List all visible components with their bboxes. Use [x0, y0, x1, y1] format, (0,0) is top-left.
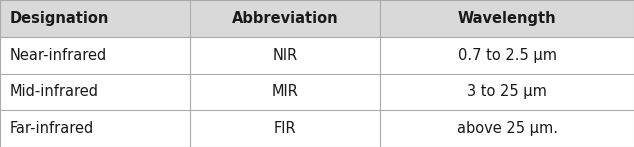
Text: Near-infrared: Near-infrared: [10, 48, 107, 63]
Text: Wavelength: Wavelength: [458, 11, 557, 26]
Bar: [190, 74, 380, 110]
Bar: [0, 37, 190, 74]
Bar: [190, 0, 380, 37]
Text: MIR: MIR: [272, 84, 299, 99]
Text: Mid-infrared: Mid-infrared: [10, 84, 98, 99]
Text: Abbreviation: Abbreviation: [232, 11, 339, 26]
Bar: [190, 110, 380, 147]
Bar: [0, 110, 190, 147]
Text: Designation: Designation: [10, 11, 109, 26]
Text: FIR: FIR: [274, 121, 297, 136]
Text: Far-infrared: Far-infrared: [10, 121, 94, 136]
Bar: [380, 110, 634, 147]
Bar: [190, 37, 380, 74]
Text: NIR: NIR: [273, 48, 298, 63]
Bar: [0, 74, 190, 110]
Bar: [0, 0, 190, 37]
Text: 3 to 25 μm: 3 to 25 μm: [467, 84, 547, 99]
Text: above 25 μm.: above 25 μm.: [456, 121, 558, 136]
Bar: [380, 74, 634, 110]
Bar: [380, 0, 634, 37]
Bar: [380, 37, 634, 74]
Text: 0.7 to 2.5 μm: 0.7 to 2.5 μm: [458, 48, 557, 63]
